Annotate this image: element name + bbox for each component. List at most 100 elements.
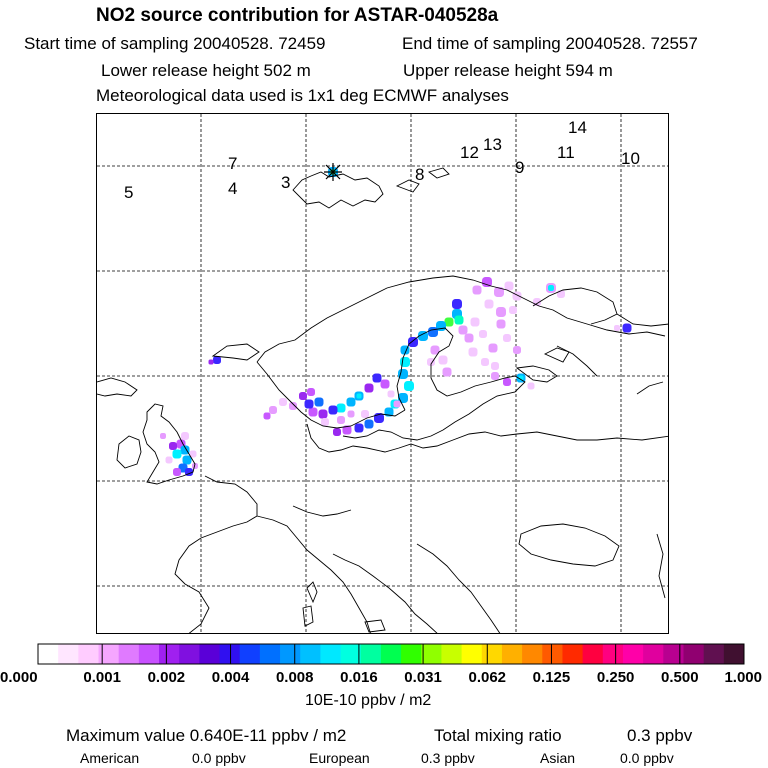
colorbar-swatch (663, 644, 684, 664)
map-canvas: 5 7 4 3 8 9 12 13 14 11 10 (97, 114, 668, 633)
total-mixing-ratio-value: 0.3 ppbv (627, 726, 693, 745)
concentration-cell (346, 397, 356, 407)
colorbar-tick-label: 0.004 (211, 669, 250, 686)
met-data-label: Meteorological data used is 1x1 deg ECMW… (96, 86, 509, 105)
region-american-label: American (80, 750, 140, 766)
trajectory-label-4: 4 (228, 179, 237, 198)
concentration-cell (364, 383, 374, 393)
colorbar-swatch (320, 644, 342, 664)
concentration-cell (384, 407, 394, 417)
upper-release-height-label: Upper release height 594 m (403, 61, 613, 80)
colorbar-swatch (118, 644, 140, 664)
trajectory-label-9: 9 (515, 158, 524, 177)
concentration-cell (512, 291, 522, 301)
colorbar-swatch (562, 644, 584, 664)
concentration-cell (263, 412, 271, 420)
max-value-label: Maximum value 0.640E-11 ppbv / m2 (66, 726, 347, 745)
colorbar-swatch (602, 644, 624, 664)
colorbar-swatch (199, 644, 221, 664)
concentration-cell (452, 299, 462, 309)
coastlines (97, 167, 668, 633)
concentration-cell (418, 331, 428, 341)
colorbar-swatch (138, 644, 160, 664)
colorbar-swatch (179, 644, 200, 664)
trajectory-label-5: 5 (124, 183, 133, 202)
colorbar-tick-label: 0.500 (661, 669, 699, 686)
concentration-cell (496, 307, 506, 317)
colorbar-swatch (340, 644, 362, 664)
concentration-cell (548, 285, 554, 291)
concentration-cell (509, 306, 517, 314)
concentration-cell (180, 445, 190, 455)
colorbar-tick-label: 1.000 (724, 669, 762, 686)
concentration-cell (182, 455, 192, 465)
concentration-cell (438, 355, 448, 365)
trajectory-label-11: 11 (557, 143, 575, 162)
concentration-cell (427, 358, 435, 366)
concentration-cell (299, 392, 307, 400)
concentration-cell (458, 325, 468, 335)
concentration-cell (387, 390, 395, 398)
trajectory-label-8: 8 (415, 165, 424, 184)
concentration-cell (470, 317, 480, 327)
colorbar-tick-label: 0.250 (596, 669, 635, 686)
colorbar-swatch (280, 644, 301, 664)
start-time-label: Start time of sampling 20040528. 72459 (24, 34, 326, 53)
end-time-label: End time of sampling 20040528. 72557 (402, 34, 698, 53)
concentration-cell (308, 407, 318, 417)
concentration-cell (398, 369, 408, 379)
colorbar-swatch (259, 644, 281, 664)
total-mixing-ratio-label: Total mixing ratio (434, 726, 562, 745)
source-contribution-map: 5 7 4 3 8 9 12 13 14 11 10 (96, 113, 669, 634)
colorbar-swatch (380, 644, 402, 664)
concentration-cell (318, 409, 328, 419)
concentration-cell (481, 358, 489, 366)
colorbar-swatch (643, 644, 664, 664)
concentration-cell (361, 410, 369, 418)
concentration-cell (372, 373, 382, 383)
concentration-cell (484, 299, 494, 309)
colorbar-swatch (300, 644, 321, 664)
colorbar-swatch (501, 644, 523, 664)
concentration-cell (181, 432, 189, 440)
concentration-cell (160, 433, 166, 439)
concentration-cell (491, 372, 499, 380)
concentration-cell (504, 281, 514, 291)
colorbar-swatch (159, 644, 180, 664)
concentration-cell (172, 449, 182, 459)
concentration-cell (491, 362, 499, 370)
colorbar-swatch (239, 644, 261, 664)
colorbar-tick-label: 0.031 (404, 669, 442, 686)
colorbar-tick-label: 0.000 (0, 669, 38, 686)
concentration-field (160, 167, 632, 476)
concentration-cell (464, 333, 474, 343)
concentration-cell (173, 468, 181, 476)
concentration-cell (428, 327, 438, 337)
concentration-cell (503, 334, 511, 342)
concentration-cell (494, 287, 504, 297)
concentration-cell (307, 388, 315, 396)
colorbar-swatch (421, 644, 442, 664)
colorbar-tick-label: 0.016 (340, 669, 378, 686)
trajectory-label-14: 14 (568, 118, 587, 137)
colorbar-swatch (622, 644, 644, 664)
concentration-cell (304, 399, 314, 409)
colorbar-tick-label: 0.062 (468, 669, 507, 686)
concentration-cell (393, 400, 401, 408)
trajectory-label-13: 13 (483, 135, 502, 154)
concentration-cell (488, 343, 498, 353)
concentration-cell (189, 450, 197, 458)
concentration-cell (527, 382, 535, 390)
concentration-cell (364, 419, 374, 429)
concentration-cell (430, 345, 440, 355)
concentration-cell (356, 393, 362, 399)
concentration-cell (496, 319, 506, 329)
colorbar-swatch (38, 644, 59, 664)
concentration-cell (468, 347, 478, 357)
concentration-cell (622, 323, 632, 333)
colorbar-swatch (723, 644, 745, 664)
concentration-cell (444, 317, 454, 327)
concentration-cell (208, 359, 214, 365)
colorbar-tick-label: 0.008 (275, 669, 314, 686)
concentration-cell (279, 398, 287, 406)
